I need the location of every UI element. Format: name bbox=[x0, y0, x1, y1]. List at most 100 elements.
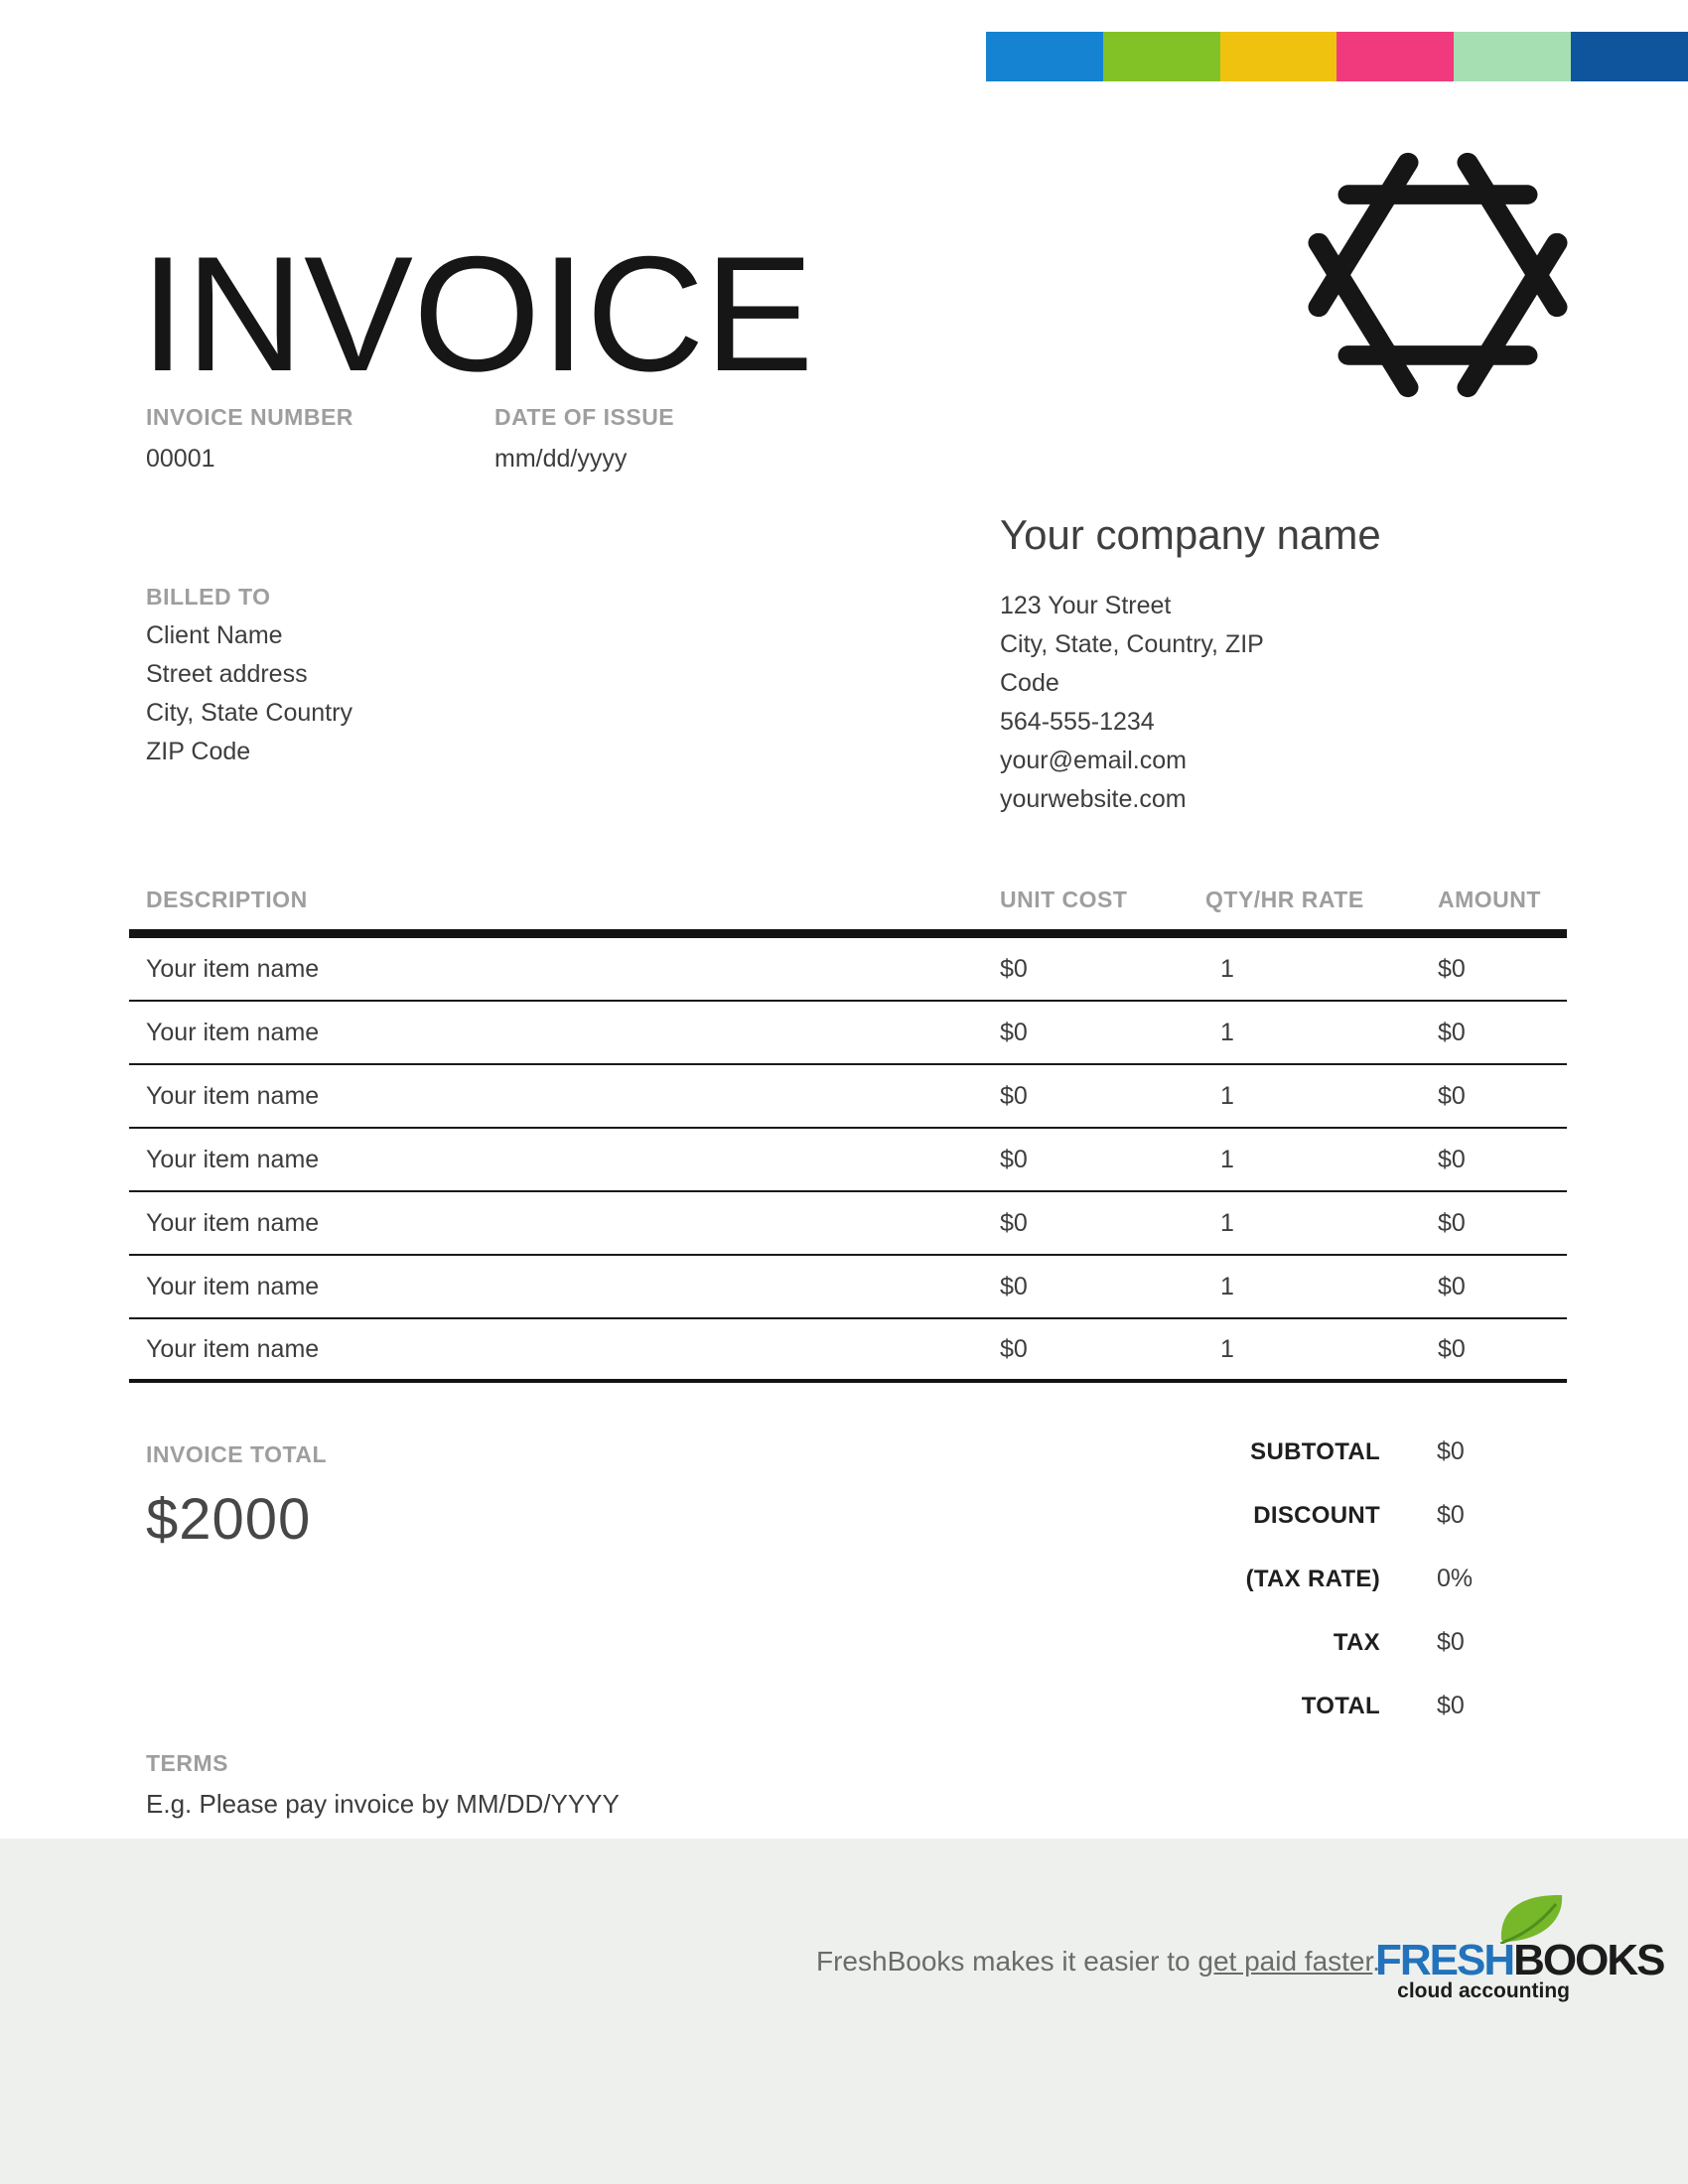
column-header-unit-cost: UNIT COST bbox=[1000, 887, 1128, 912]
company-line: yourwebsite.com bbox=[1000, 785, 1187, 813]
company-line: your@email.com bbox=[1000, 747, 1187, 774]
wordmark-books: BOOKS bbox=[1513, 1936, 1665, 1984]
invoice-total-block: INVOICE TOTAL $2000 bbox=[146, 1441, 327, 1553]
item-description: Your item name bbox=[146, 954, 320, 983]
item-description: Your item name bbox=[146, 1145, 320, 1173]
column-header-qty-rate: QTY/HR RATE bbox=[1205, 887, 1364, 912]
terms-text: E.g. Please pay invoice by MM/DD/YYYY bbox=[146, 1789, 620, 1819]
discount-value: $0 bbox=[1437, 1501, 1465, 1529]
table-row: Your item name $0 1 $0 bbox=[129, 1256, 1567, 1319]
item-qty: 1 bbox=[1220, 1334, 1234, 1363]
subtotal-value: $0 bbox=[1437, 1437, 1465, 1465]
item-unit-cost: $0 bbox=[1000, 1018, 1028, 1046]
get-paid-faster-link[interactable]: get paid faster bbox=[1197, 1946, 1373, 1977]
item-unit-cost: $0 bbox=[1000, 1081, 1028, 1110]
terms-block: TERMS E.g. Please pay invoice by MM/DD/Y… bbox=[146, 1750, 620, 1820]
item-description: Your item name bbox=[146, 1081, 320, 1110]
item-amount: $0 bbox=[1438, 1145, 1466, 1173]
footer-tagline-suffix: . bbox=[1372, 1946, 1381, 1977]
item-qty: 1 bbox=[1220, 1208, 1234, 1237]
item-unit-cost: $0 bbox=[1000, 1208, 1028, 1237]
stripe-segment bbox=[986, 32, 1103, 81]
terms-label: TERMS bbox=[146, 1750, 228, 1776]
company-line: Code bbox=[1000, 669, 1059, 697]
stripe-segment bbox=[1336, 32, 1455, 81]
footer-tagline-prefix: FreshBooks makes it easier to bbox=[816, 1946, 1198, 1977]
company-line: 123 Your Street bbox=[1000, 592, 1172, 619]
table-row: Your item name $0 1 $0 bbox=[129, 938, 1567, 1002]
item-unit-cost: $0 bbox=[1000, 1334, 1028, 1363]
company-line: City, State, Country, ZIP bbox=[1000, 630, 1264, 658]
summary-row: TOTAL $0 bbox=[894, 1692, 1567, 1721]
table-header-rule bbox=[129, 929, 1567, 938]
item-description: Your item name bbox=[146, 1018, 320, 1046]
date-of-issue-block: DATE OF ISSUE mm/dd/yyyy bbox=[494, 404, 674, 474]
stripe-segment bbox=[1219, 32, 1337, 81]
invoice-total-amount: $2000 bbox=[146, 1487, 312, 1552]
item-qty: 1 bbox=[1220, 954, 1234, 983]
discount-label: DISCOUNT bbox=[1253, 1502, 1380, 1529]
items-table: Your item name $0 1 $0 Your item name $0… bbox=[129, 938, 1567, 1383]
summary-row: SUBTOTAL $0 bbox=[894, 1437, 1567, 1467]
table-row: Your item name $0 1 $0 bbox=[129, 1065, 1567, 1129]
summary-block: SUBTOTAL $0 DISCOUNT $0 (TAX RATE) 0% TA… bbox=[894, 1437, 1567, 1755]
company-line: 564-555-1234 bbox=[1000, 708, 1155, 736]
invoice-number-value: 00001 bbox=[146, 445, 215, 473]
total-label: TOTAL bbox=[1301, 1693, 1380, 1719]
date-of-issue-label: DATE OF ISSUE bbox=[494, 404, 675, 430]
billed-to-line: Street address bbox=[146, 660, 308, 688]
footer bbox=[0, 1839, 1688, 2184]
invoice-total-label: INVOICE TOTAL bbox=[146, 1441, 327, 1467]
date-of-issue-value: mm/dd/yyyy bbox=[494, 445, 628, 473]
stripe-segment bbox=[1102, 32, 1220, 81]
item-qty: 1 bbox=[1220, 1081, 1234, 1110]
stripe-segment bbox=[1571, 32, 1688, 81]
items-table-header: DESCRIPTION UNIT COST QTY/HR RATE AMOUNT bbox=[129, 887, 1567, 913]
summary-row: DISCOUNT $0 bbox=[894, 1501, 1567, 1531]
column-header-amount: AMOUNT bbox=[1438, 887, 1541, 912]
item-unit-cost: $0 bbox=[1000, 954, 1028, 983]
company-block: Your company name 123 Your Street City, … bbox=[1000, 511, 1477, 819]
billed-to-block: BILLED TO Client Name Street address Cit… bbox=[146, 584, 352, 771]
item-amount: $0 bbox=[1438, 1272, 1466, 1300]
table-row: Your item name $0 1 $0 bbox=[129, 1002, 1567, 1065]
table-row: Your item name $0 1 $0 bbox=[129, 1319, 1567, 1383]
tax-value: $0 bbox=[1437, 1628, 1465, 1656]
billed-to-line: Client Name bbox=[146, 621, 283, 649]
total-value: $0 bbox=[1437, 1692, 1465, 1719]
item-qty: 1 bbox=[1220, 1018, 1234, 1046]
item-qty: 1 bbox=[1220, 1272, 1234, 1300]
item-description: Your item name bbox=[146, 1272, 320, 1300]
page-title: INVOICE bbox=[140, 222, 814, 405]
leaf-icon bbox=[1498, 1892, 1566, 1949]
table-row: Your item name $0 1 $0 bbox=[129, 1129, 1567, 1192]
tax-rate-value: 0% bbox=[1437, 1565, 1474, 1592]
item-description: Your item name bbox=[146, 1208, 320, 1237]
freshbooks-subtitle: cloud accounting bbox=[1397, 1979, 1570, 2002]
item-description: Your item name bbox=[146, 1334, 320, 1363]
item-amount: $0 bbox=[1438, 1334, 1466, 1363]
billed-to-label: BILLED TO bbox=[146, 584, 271, 610]
item-amount: $0 bbox=[1438, 1018, 1466, 1046]
tax-label: TAX bbox=[1333, 1629, 1380, 1656]
table-row: Your item name $0 1 $0 bbox=[129, 1192, 1567, 1256]
tax-rate-label: (TAX RATE) bbox=[1245, 1566, 1380, 1592]
item-amount: $0 bbox=[1438, 954, 1466, 983]
color-stripe bbox=[986, 32, 1688, 81]
billed-to-line: City, State Country bbox=[146, 699, 352, 727]
summary-row: (TAX RATE) 0% bbox=[894, 1565, 1567, 1594]
company-name: Your company name bbox=[1000, 511, 1381, 558]
stripe-segment bbox=[1454, 32, 1572, 81]
item-amount: $0 bbox=[1438, 1208, 1466, 1237]
wordmark-fresh: FRESH bbox=[1375, 1936, 1515, 1984]
footer-tagline: FreshBooks makes it easier to get paid f… bbox=[816, 1946, 1380, 1978]
invoice-number-block: INVOICE NUMBER 00001 bbox=[146, 404, 353, 474]
freshbooks-wordmark: FRESHBOOKS bbox=[1375, 1936, 1665, 1985]
item-unit-cost: $0 bbox=[1000, 1145, 1028, 1173]
item-qty: 1 bbox=[1220, 1145, 1234, 1173]
summary-row: TAX $0 bbox=[894, 1628, 1567, 1658]
invoice-number-label: INVOICE NUMBER bbox=[146, 404, 353, 430]
billed-to-line: ZIP Code bbox=[146, 738, 251, 765]
item-amount: $0 bbox=[1438, 1081, 1466, 1110]
